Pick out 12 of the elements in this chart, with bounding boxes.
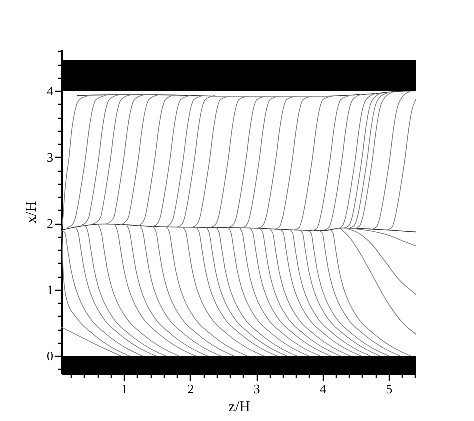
x-tick-label: 5 [386, 382, 393, 396]
x-tick-label: 4 [320, 382, 327, 396]
y-tick-label: 2 [47, 216, 54, 232]
y-tick-label: 0 [47, 348, 54, 364]
x-tick-label: 3 [254, 382, 260, 396]
y-tick-label: 3 [47, 150, 54, 165]
y-tick-label: 1 [47, 282, 54, 298]
y-tick-label: 4 [47, 84, 54, 99]
x-tick-label: 2 [188, 382, 194, 396]
x-tick-label: 1 [121, 382, 128, 396]
y-axis-title: x/H [24, 201, 40, 224]
x-axis-title: z/H [228, 400, 250, 416]
